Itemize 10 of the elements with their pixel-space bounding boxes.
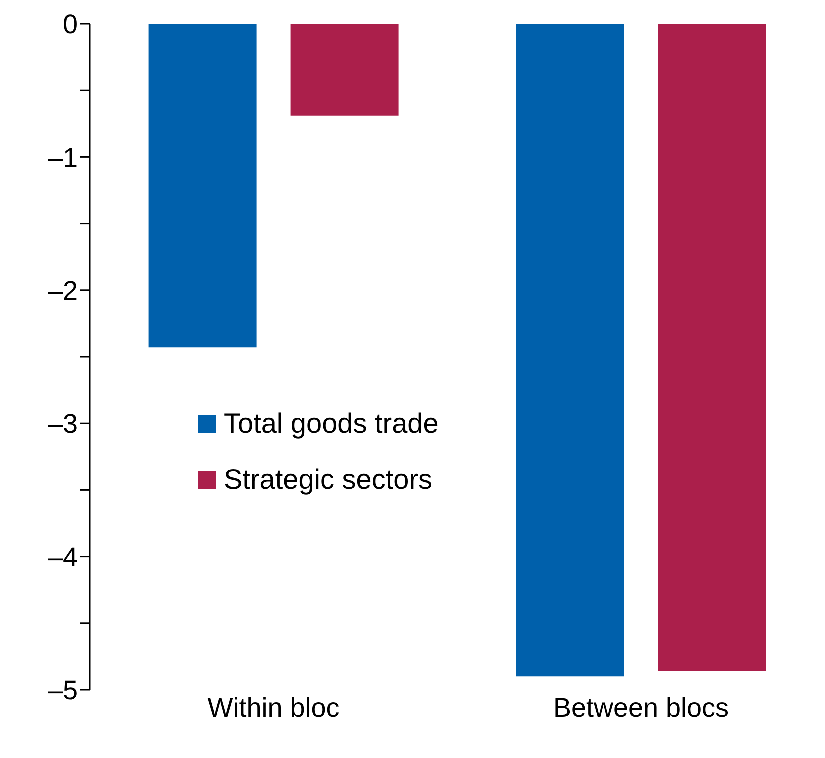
y-tick-label: –1 [48, 142, 78, 173]
y-tick-label: –5 [48, 676, 78, 706]
x-tick-label: Between blocs [553, 693, 730, 724]
legend-label: Strategic sectors [224, 463, 433, 497]
y-tick-label: –2 [48, 276, 78, 306]
legend-label: Total goods trade [224, 407, 439, 441]
y-tick-label: –4 [48, 542, 78, 572]
x-tick-label: Within bloc [208, 693, 340, 724]
y-tick-label: –3 [48, 409, 78, 440]
y-tick-label: 0 [62, 10, 78, 40]
